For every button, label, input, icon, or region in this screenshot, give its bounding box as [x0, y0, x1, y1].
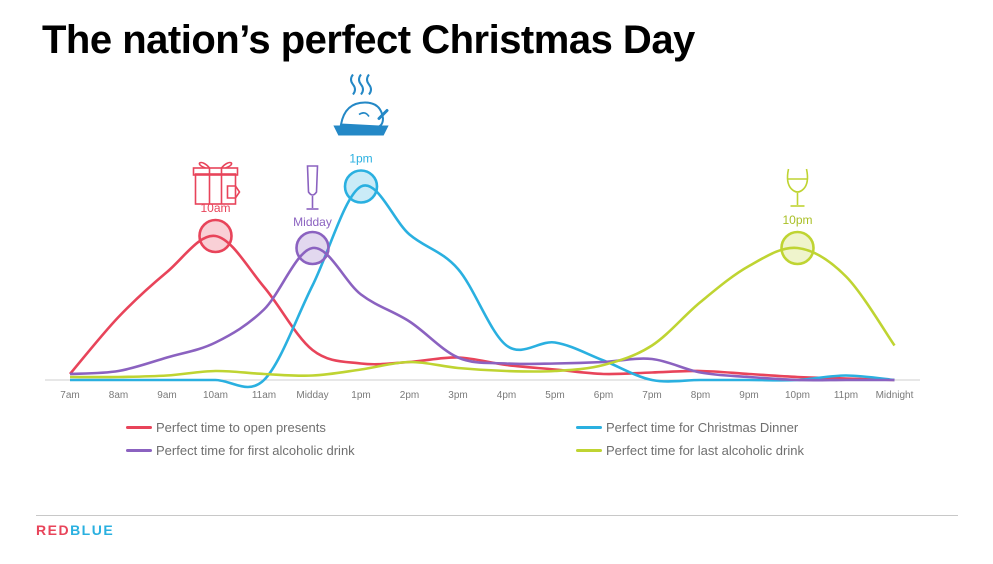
legend-label: Perfect time to open presents — [156, 420, 326, 435]
peak-marker — [198, 218, 233, 254]
x-tick-label: 7am — [60, 390, 79, 401]
roast-turkey-icon — [333, 73, 389, 136]
x-tick-label: 3pm — [448, 390, 467, 401]
x-tick-label: 10am — [203, 390, 228, 401]
peak-label-first-drink: Midday — [293, 215, 332, 229]
legend-item-first-drink: Perfect time for first alcoholic drink — [126, 443, 355, 458]
champagne-glass-icon — [306, 165, 319, 210]
x-tick-label: 8pm — [691, 390, 710, 401]
x-tick-label: 10pm — [785, 390, 810, 401]
x-tick-label: 11pm — [834, 390, 858, 401]
legend-swatch — [126, 426, 152, 429]
x-tick-label: Midnight — [876, 390, 914, 401]
peak-label-dinner: 1pm — [349, 152, 372, 166]
brand-logo: REDBLUE — [36, 522, 114, 538]
page-title: The nation’s perfect Christmas Day — [42, 18, 695, 62]
series-lines — [69, 184, 896, 389]
peak-label-last-drink: 10pm — [782, 213, 812, 227]
peak-labels: 10am 1pm Midday 10pm — [200, 152, 812, 230]
series-line — [69, 184, 895, 389]
x-tick-label: 11am — [252, 390, 276, 401]
legend-label: Perfect time for first alcoholic drink — [156, 443, 355, 458]
gift-icon — [192, 161, 241, 205]
x-tick-label: 7pm — [642, 390, 661, 401]
brandy-glass-icon — [786, 168, 809, 207]
legend-swatch — [576, 426, 602, 429]
x-tick-label: 9pm — [739, 390, 758, 401]
x-tick-label: 1pm — [351, 390, 370, 401]
series-line — [69, 246, 896, 379]
x-tick-label: 8am — [109, 390, 128, 401]
footer-divider — [36, 515, 958, 516]
legend-item-last-drink: Perfect time for last alcoholic drink — [576, 443, 804, 458]
legend-item-dinner: Perfect time for Christmas Dinner — [576, 420, 798, 435]
x-tick-label: 5pm — [545, 390, 564, 401]
legend-item-presents: Perfect time to open presents — [126, 420, 326, 435]
legend-swatch — [126, 449, 152, 452]
x-tick-label: Midday — [296, 390, 328, 401]
peak-marker — [295, 230, 330, 266]
x-tick-labels: 7am 8am 9am 10am 11am Midday 1pm 2pm 3pm 4pm 5pm 6p… — [60, 390, 913, 401]
x-tick-label: 4pm — [497, 390, 516, 401]
brand-logo-blue: BLUE — [70, 522, 115, 538]
legend-label: Perfect time for Christmas Dinner — [606, 420, 799, 435]
x-tick-label: 6pm — [594, 390, 613, 401]
peak-markers — [198, 169, 815, 266]
series-line — [69, 246, 895, 382]
x-tick-label: 2pm — [400, 390, 419, 401]
legend-swatch — [576, 449, 602, 452]
brand-logo-red: RED — [36, 522, 71, 538]
line-chart: 7am 8am 9am 10am 11am Midday 1pm 2pm 3pm 4pm 5pm 6p… — [45, 73, 920, 401]
peak-marker — [343, 169, 379, 204]
peak-marker — [780, 230, 815, 266]
peak-label-presents: 10am — [200, 201, 230, 215]
legend-label: Perfect time for last alcoholic drink — [606, 443, 804, 458]
x-tick-label: 9am — [157, 390, 176, 401]
